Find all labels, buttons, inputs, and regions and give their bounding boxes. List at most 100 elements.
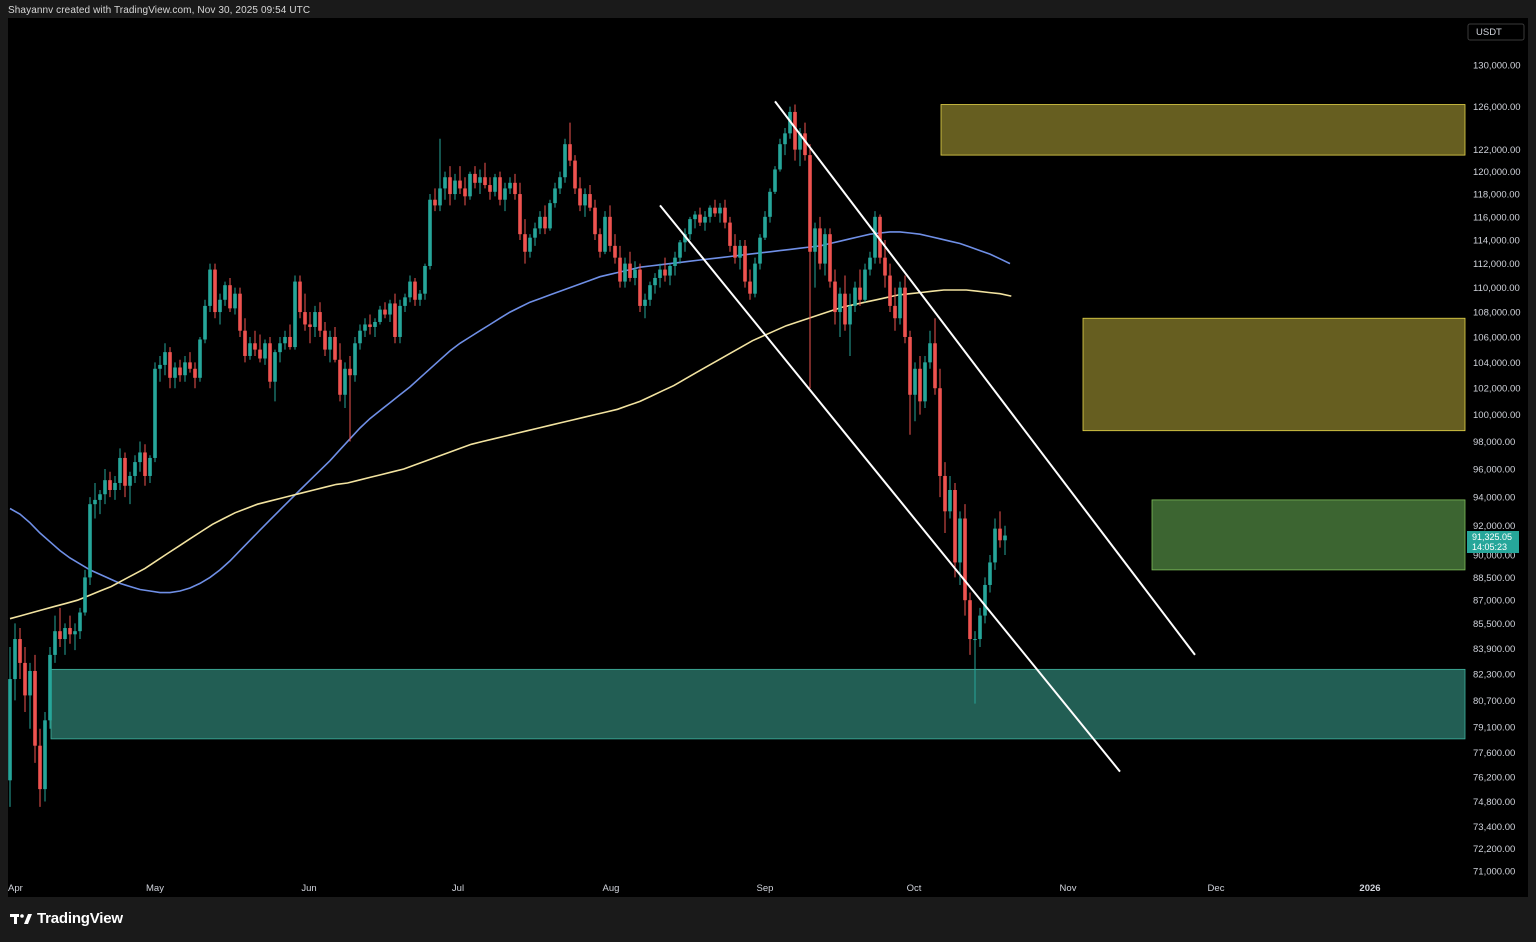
candle[interactable] [973, 631, 977, 704]
candle[interactable] [343, 362, 347, 408]
candle[interactable] [593, 199, 597, 241]
candle[interactable] [538, 211, 542, 235]
candle[interactable] [168, 347, 172, 389]
candle[interactable] [678, 240, 682, 264]
candle[interactable] [443, 171, 447, 200]
candle[interactable] [923, 355, 927, 408]
candle[interactable] [338, 343, 342, 402]
candle[interactable] [193, 362, 197, 389]
candle[interactable] [553, 182, 557, 208]
candle[interactable] [248, 336, 252, 360]
candle[interactable] [998, 511, 1002, 548]
candle[interactable] [818, 216, 822, 270]
candle[interactable] [353, 336, 357, 382]
candle[interactable] [403, 293, 407, 313]
candle[interactable] [258, 334, 262, 363]
candle[interactable] [833, 269, 837, 325]
candle[interactable] [673, 251, 677, 276]
candle[interactable] [518, 182, 522, 241]
candle[interactable] [188, 352, 192, 373]
candle[interactable] [368, 314, 372, 335]
candle[interactable] [808, 144, 812, 389]
candle[interactable] [33, 654, 37, 763]
candle[interactable] [723, 199, 727, 229]
candle[interactable] [148, 455, 152, 483]
candle[interactable] [133, 455, 137, 483]
price-chart[interactable]: 130,000.00 126,000.00 122,000.00 120,000.00… [0, 0, 1536, 906]
candle[interactable] [348, 355, 352, 442]
candle[interactable] [458, 166, 462, 195]
candle[interactable] [68, 615, 72, 644]
candle[interactable] [233, 287, 237, 315]
candle[interactable] [653, 273, 657, 294]
candle[interactable] [708, 205, 712, 223]
candle[interactable] [938, 368, 942, 498]
candle[interactable] [8, 646, 12, 807]
candle[interactable] [158, 355, 162, 382]
candle[interactable] [578, 177, 582, 212]
candle[interactable] [153, 362, 157, 463]
candle[interactable] [733, 234, 737, 264]
candle[interactable] [363, 318, 367, 337]
candle[interactable] [83, 569, 87, 616]
candle[interactable] [548, 199, 552, 231]
channel-upper-line[interactable] [774, 100, 1196, 656]
candle[interactable] [408, 275, 412, 303]
candle[interactable] [388, 299, 392, 322]
candle[interactable] [178, 359, 182, 382]
candle[interactable] [543, 205, 547, 235]
candle[interactable] [618, 245, 622, 288]
candle[interactable] [433, 188, 437, 212]
candle[interactable] [933, 318, 937, 395]
candle[interactable] [698, 207, 702, 227]
candle[interactable] [298, 275, 302, 319]
candle[interactable] [533, 222, 537, 246]
candle[interactable] [398, 299, 402, 344]
candle[interactable] [78, 607, 82, 640]
candle[interactable] [848, 293, 852, 356]
candle[interactable] [868, 251, 872, 276]
candle[interactable] [228, 277, 232, 313]
candle[interactable] [658, 263, 662, 288]
candle[interactable] [528, 234, 532, 258]
candle[interactable] [668, 263, 672, 286]
candle[interactable] [773, 166, 777, 195]
candle[interactable] [633, 261, 637, 286]
candle[interactable] [198, 336, 202, 382]
candle[interactable] [858, 269, 862, 306]
candle[interactable] [648, 281, 652, 306]
candle[interactable] [958, 511, 962, 585]
candle[interactable] [413, 277, 417, 306]
candle[interactable] [603, 211, 607, 255]
candle[interactable] [478, 169, 482, 195]
candle[interactable] [503, 182, 507, 212]
candle[interactable] [608, 205, 612, 252]
candle[interactable] [843, 275, 847, 331]
candle[interactable] [873, 211, 877, 264]
candle[interactable] [568, 122, 572, 167]
candle[interactable] [163, 343, 167, 376]
candle[interactable] [203, 299, 207, 344]
candle[interactable] [183, 355, 187, 382]
candle[interactable] [513, 173, 517, 200]
candle[interactable] [898, 281, 902, 325]
candle[interactable] [963, 504, 967, 616]
candle[interactable] [383, 302, 387, 319]
candle[interactable] [318, 302, 322, 337]
candle[interactable] [418, 290, 422, 306]
candle[interactable] [118, 448, 122, 490]
candle[interactable] [743, 240, 747, 288]
candle[interactable] [43, 711, 47, 802]
candle[interactable] [323, 321, 327, 356]
candle[interactable] [358, 324, 362, 350]
candle[interactable] [943, 462, 947, 533]
candle[interactable] [98, 489, 102, 515]
candle[interactable] [393, 293, 397, 344]
candle[interactable] [498, 171, 502, 206]
candle[interactable] [28, 662, 32, 729]
candle[interactable] [453, 173, 457, 200]
candle[interactable] [448, 166, 452, 206]
candle[interactable] [273, 349, 277, 402]
candle[interactable] [813, 222, 817, 288]
fvg-zone-green[interactable] [1151, 499, 1466, 571]
